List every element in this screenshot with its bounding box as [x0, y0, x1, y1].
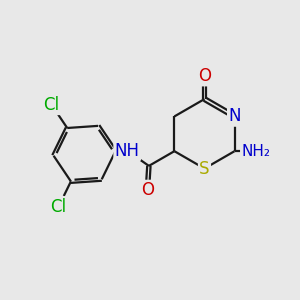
Text: S: S: [199, 160, 210, 178]
Text: O: O: [141, 181, 154, 199]
Text: N: N: [228, 107, 241, 125]
Text: Cl: Cl: [51, 197, 67, 215]
Text: Cl: Cl: [44, 96, 60, 114]
Text: O: O: [198, 67, 211, 85]
Text: NH: NH: [115, 142, 140, 160]
Text: NH₂: NH₂: [241, 144, 270, 159]
